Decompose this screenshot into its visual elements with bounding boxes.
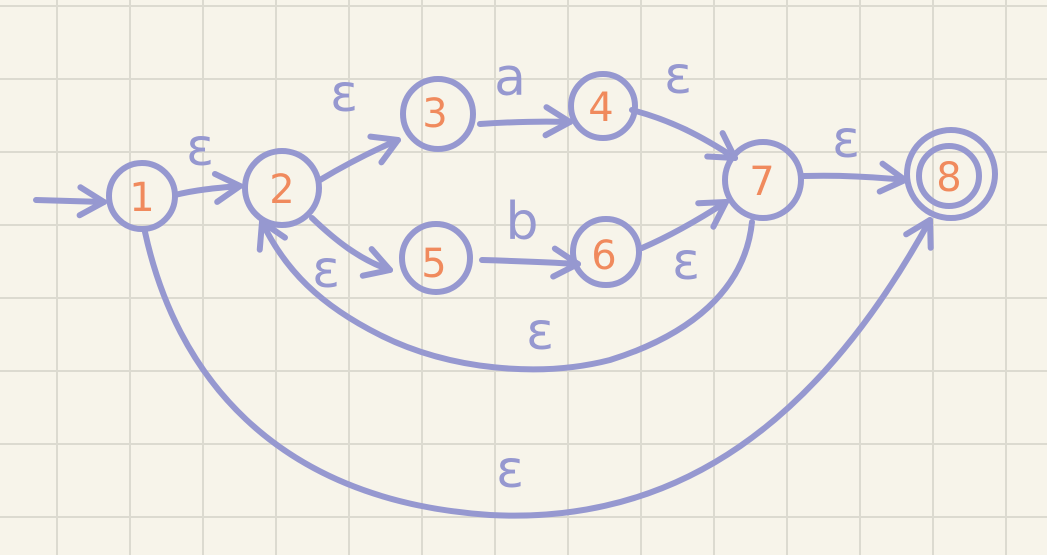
label-3-4: a <box>494 48 526 108</box>
label-5-6: b <box>505 192 538 252</box>
label-1-2: ε <box>186 118 214 178</box>
state-2-label: 2 <box>269 167 294 213</box>
label-7-2: ε <box>526 302 554 362</box>
transition-1-2 <box>172 170 243 205</box>
state-5-label: 5 <box>421 241 446 287</box>
state-6-label: 6 <box>591 233 616 279</box>
state-3: 3 <box>400 76 476 152</box>
transition-1-8 <box>142 217 934 519</box>
state-2: 2 <box>242 148 322 228</box>
state-4: 4 <box>568 71 638 141</box>
state-1-label: 1 <box>129 175 154 221</box>
transition-7-2 <box>256 219 755 373</box>
transition-2-3 <box>317 133 401 183</box>
state-5: 5 <box>399 221 473 295</box>
state-7: 7 <box>722 139 804 221</box>
transition-2-5 <box>309 215 393 279</box>
label-1-8: ε <box>496 440 524 500</box>
transition-5-6 <box>479 245 581 280</box>
transition-3-4 <box>477 104 573 139</box>
state-1: 1 <box>106 160 178 232</box>
label-2-5: ε <box>312 240 340 300</box>
state-6: 6 <box>570 216 642 288</box>
state-8-label: 8 <box>936 155 961 201</box>
transition-4-7 <box>629 107 738 161</box>
transition-7-8 <box>801 160 908 195</box>
state-3-label: 3 <box>422 91 447 137</box>
transition-6-7 <box>639 199 729 251</box>
start-arrow <box>33 184 107 219</box>
label-7-8: ε <box>832 110 860 170</box>
label-2-3: ε <box>330 64 358 124</box>
state-8-accepting: 8 <box>904 127 998 221</box>
label-6-7: ε <box>672 232 700 292</box>
state-4-label: 4 <box>588 85 613 131</box>
state-7-label: 7 <box>749 159 774 205</box>
label-4-7: ε <box>664 46 692 106</box>
